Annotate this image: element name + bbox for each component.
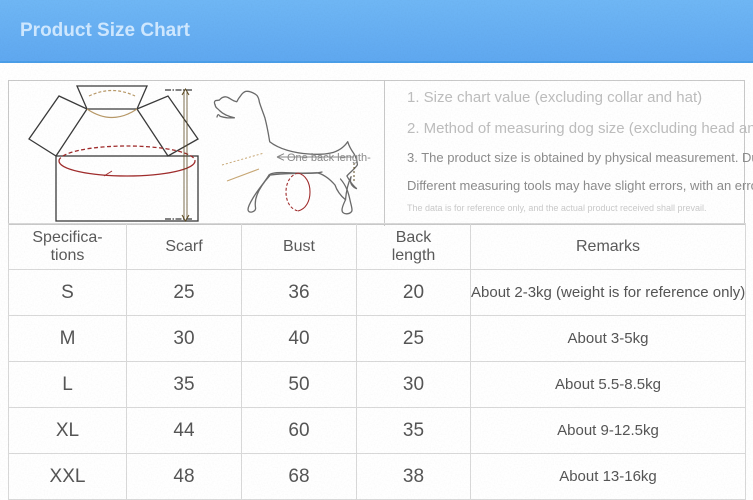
svg-text:One back length-: One back length- <box>287 152 371 164</box>
